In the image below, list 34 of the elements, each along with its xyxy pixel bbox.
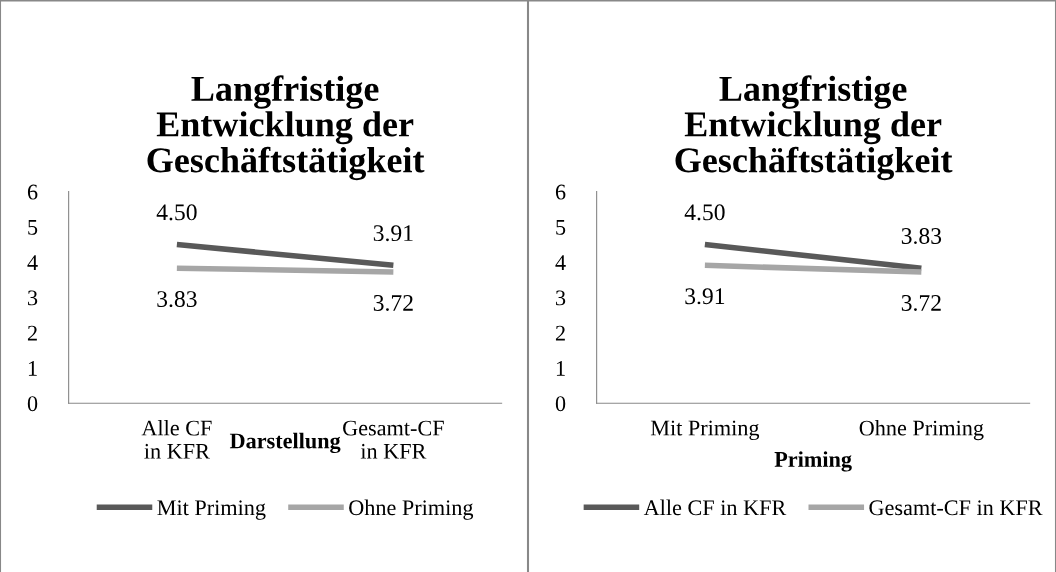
data-label: 4.50 xyxy=(156,204,197,221)
x-axis-title: Priming xyxy=(774,451,852,472)
data-label: 3.91 xyxy=(685,288,725,305)
y-tick-label: 1 xyxy=(28,361,37,376)
data-label: 3.72 xyxy=(373,295,413,311)
y-tick-label: 2 xyxy=(555,325,565,341)
y-tick-label: 3 xyxy=(28,290,38,306)
y-tick-label: 5 xyxy=(28,220,38,235)
y-tick-label: 6 xyxy=(555,184,566,200)
data-label: 4.50 xyxy=(684,204,725,221)
x-axis-title: Darstellung xyxy=(229,432,341,454)
y-tick-label: 4 xyxy=(555,255,566,270)
legend-label: Mit Priming xyxy=(157,500,266,520)
x-tick-label: Mit Priming xyxy=(650,420,760,441)
y-tick-label: 3 xyxy=(556,290,566,306)
chart-title: Langfristige Entwicklung der Geschäftstätigkeit xyxy=(147,75,425,181)
data-label: 3.83 xyxy=(157,291,197,308)
legend-label: Ohne Priming xyxy=(349,499,474,520)
legend-label: Alle CF in KFR xyxy=(643,499,787,516)
x-tick-label: Gesamt-CF in KFR xyxy=(343,420,444,459)
y-tick-label: 5 xyxy=(556,220,566,235)
x-tick-label: Alle CF in KFR xyxy=(141,419,212,459)
y-tick-label: 0 xyxy=(27,396,38,412)
legend-label: Gesamt-CF in KFR xyxy=(869,500,1043,516)
y-tick-label: 0 xyxy=(555,396,566,412)
data-label: 3.72 xyxy=(901,295,941,311)
data-label: 3.91 xyxy=(373,225,413,242)
x-tick-label: Ohne Priming xyxy=(859,419,984,441)
chart-title: Langfristige Entwicklung der Geschäftstätigkeit xyxy=(675,75,953,181)
y-tick-label: 4 xyxy=(27,255,38,270)
y-tick-label: 6 xyxy=(27,184,38,200)
data-label: 3.83 xyxy=(901,227,942,245)
y-tick-label: 2 xyxy=(27,325,37,341)
y-tick-label: 1 xyxy=(556,361,565,376)
